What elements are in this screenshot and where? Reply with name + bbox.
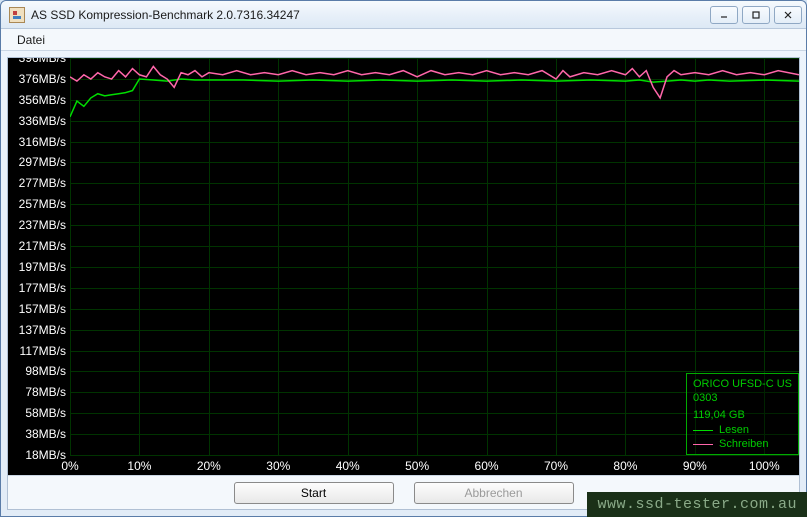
- y-tick-label: 376MB/s: [19, 72, 66, 86]
- legend-write: Schreiben: [693, 438, 792, 450]
- legend-write-swatch: [693, 444, 713, 445]
- x-tick-label: 20%: [197, 459, 221, 473]
- legend-write-label: Schreiben: [719, 438, 769, 450]
- y-tick-label: 177MB/s: [19, 281, 66, 295]
- watermark: www.ssd-tester.com.au: [587, 492, 807, 517]
- y-tick-label: 117MB/s: [20, 344, 66, 358]
- y-tick-label: 257MB/s: [19, 197, 66, 211]
- x-tick-label: 40%: [336, 459, 360, 473]
- y-tick-label: 277MB/s: [19, 176, 66, 190]
- x-tick-label: 50%: [405, 459, 429, 473]
- x-tick-label: 30%: [266, 459, 290, 473]
- y-tick-label: 217MB/s: [19, 239, 66, 253]
- y-tick-label: 336MB/s: [19, 114, 66, 128]
- x-tick-label: 0%: [61, 459, 78, 473]
- y-tick-label: 78MB/s: [25, 385, 66, 399]
- x-tick-label: 80%: [613, 459, 637, 473]
- y-tick-label: 316MB/s: [19, 135, 66, 149]
- app-icon: [9, 7, 25, 23]
- legend-code: 0303: [693, 392, 792, 405]
- y-tick-label: 38MB/s: [25, 427, 66, 441]
- legend-capacity: 119,04 GB: [693, 409, 792, 422]
- y-tick-label: 18MB/s: [25, 448, 66, 462]
- x-tick-label: 100%: [749, 459, 780, 473]
- x-tick-label: 90%: [683, 459, 707, 473]
- y-tick-label: 356MB/s: [19, 93, 66, 107]
- window-title: AS SSD Kompression-Benchmark 2.0.7316.34…: [31, 8, 710, 22]
- x-tick-label: 10%: [127, 459, 151, 473]
- x-tick-label: 70%: [544, 459, 568, 473]
- start-button[interactable]: Start: [234, 482, 394, 504]
- y-tick-label: 297MB/s: [19, 155, 66, 169]
- abort-button[interactable]: Abbrechen: [414, 482, 574, 504]
- y-tick-label: 237MB/s: [19, 218, 66, 232]
- x-tick-label: 60%: [475, 459, 499, 473]
- legend-device: ORICO UFSD-C US: [693, 378, 792, 391]
- legend-read: Lesen: [693, 424, 792, 436]
- series-schreiben: [70, 66, 799, 97]
- legend-read-swatch: [693, 430, 713, 431]
- y-axis: 396MB/s 376MB/s 356MB/s 336MB/s 316MB/s 297MB…: [8, 58, 70, 455]
- client-area: 396MB/s 376MB/s 356MB/s 336MB/s 316MB/s 297MB…: [7, 57, 800, 510]
- x-axis: 0%10%20%30%40%50%60%70%80%90%100%: [70, 455, 799, 475]
- y-tick-label: 137MB/s: [19, 323, 66, 337]
- y-tick-label: 98MB/s: [25, 364, 66, 378]
- menu-datei[interactable]: Datei: [9, 31, 53, 49]
- app-window: AS SSD Kompression-Benchmark 2.0.7316.34…: [0, 0, 807, 517]
- titlebar: AS SSD Kompression-Benchmark 2.0.7316.34…: [1, 1, 806, 29]
- y-tick-label: 396MB/s: [19, 58, 66, 65]
- y-tick-label: 58MB/s: [25, 406, 66, 420]
- menubar: Datei: [1, 29, 806, 51]
- y-tick-label: 157MB/s: [19, 302, 66, 316]
- maximize-button[interactable]: [742, 6, 770, 24]
- series-lesen: [70, 79, 799, 117]
- legend-box: ORICO UFSD-C US 0303 119,04 GB Lesen Sch…: [686, 373, 799, 455]
- legend-read-label: Lesen: [719, 424, 749, 436]
- y-tick-label: 197MB/s: [19, 260, 66, 274]
- close-button[interactable]: [774, 6, 802, 24]
- minimize-button[interactable]: [710, 6, 738, 24]
- compression-chart: 396MB/s 376MB/s 356MB/s 336MB/s 316MB/s 297MB…: [8, 58, 799, 475]
- window-controls: [710, 6, 802, 24]
